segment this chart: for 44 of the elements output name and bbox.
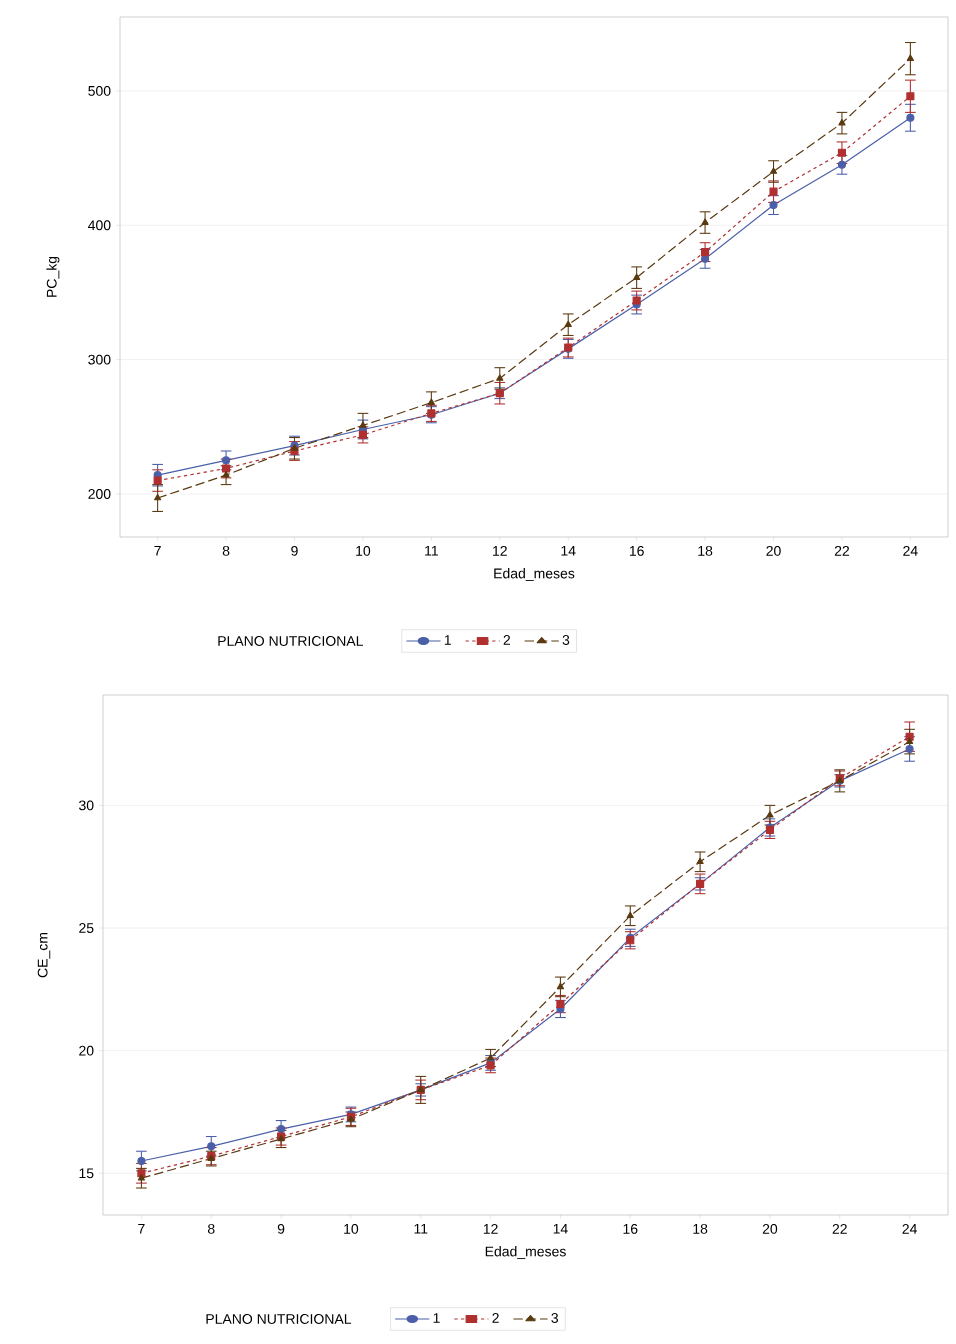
x-tick-label: 7 (138, 1223, 145, 1234)
x-tick-label: 22 (832, 1223, 847, 1234)
y-tick-label: 300 (88, 354, 111, 365)
x-tick-label: 10 (344, 1223, 359, 1234)
x-axis-title: Edad_meses (485, 1246, 566, 1260)
legend-label: 1 (444, 635, 451, 645)
y-tick-label: 25 (79, 923, 94, 933)
y-tick-label: 30 (79, 800, 94, 811)
x-tick-label: 11 (425, 545, 438, 556)
x-tick-label: 9 (277, 1223, 285, 1234)
x-tick-label: 22 (834, 545, 850, 556)
x-axis-title: Edad_meses (494, 568, 575, 582)
x-tick-label: 10 (356, 545, 371, 556)
y-axis-title: CE_cm (37, 932, 51, 978)
legend-label: 1 (433, 1313, 440, 1323)
x-tick-label: 14 (553, 1223, 568, 1234)
x-tick-label: 12 (493, 545, 507, 556)
x-tick-label: 16 (629, 545, 644, 556)
x-tick-label: 16 (623, 1223, 638, 1234)
x-tick-label: 24 (902, 1223, 917, 1234)
legend-label: 3 (551, 1313, 559, 1323)
y-tick-label: 500 (88, 85, 111, 96)
x-tick-label: 8 (207, 1223, 215, 1234)
legend-title: PLANO NUTRICIONAL (218, 636, 363, 646)
x-tick-label: 9 (291, 545, 298, 556)
y-axis-title: PC_kg (46, 256, 60, 297)
y-tick-label: 20 (79, 1045, 94, 1056)
y-tick-label: 400 (88, 220, 111, 231)
x-tick-label: 18 (698, 545, 713, 556)
x-tick-label: 8 (222, 545, 230, 556)
legend-label: 2 (503, 635, 510, 645)
x-tick-label: 20 (762, 1223, 778, 1234)
legend-label: 2 (492, 1313, 499, 1323)
y-tick-label: 15 (79, 1168, 94, 1179)
y-tick-label: 200 (88, 489, 111, 499)
x-tick-label: 12 (483, 1223, 498, 1234)
x-tick-label: 24 (903, 545, 918, 556)
x-tick-label: 14 (561, 545, 576, 556)
x-tick-label: 20 (766, 545, 781, 556)
x-tick-label: 18 (693, 1223, 708, 1234)
x-tick-label: 7 (154, 545, 161, 556)
legend-label: 3 (562, 635, 570, 645)
x-tick-label: 11 (414, 1223, 428, 1234)
legend-title: PLANO NUTRICIONAL (206, 1314, 352, 1324)
